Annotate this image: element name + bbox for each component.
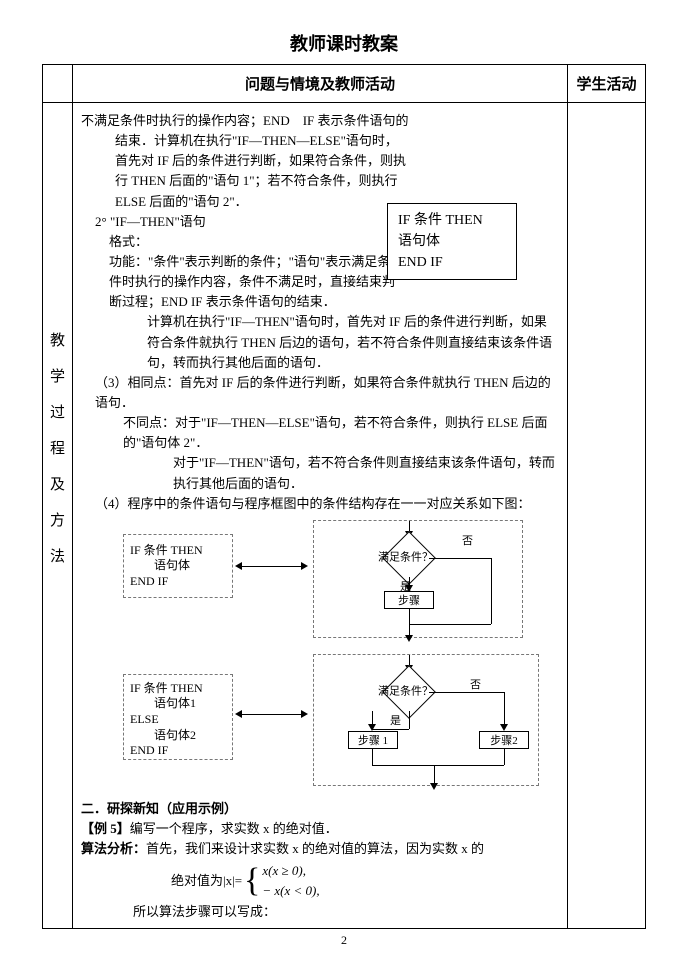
abs-label: 绝对值为|x|= <box>171 871 242 891</box>
abs-top: x(x ≥ 0), <box>262 861 319 881</box>
flow-box-1: 满足条件？ 是 否 步骤 <box>313 520 523 638</box>
algo-analysis: 算法分析：首先，我们来设计求实数 x 的绝对值的算法，因为实数 x 的 <box>81 839 559 859</box>
page-number: 2 <box>0 929 688 948</box>
box-line2: 语句体 <box>398 231 506 252</box>
code-box-2: IF 条件 THEN 语句体1 ELSE 语句体2 END IF <box>123 674 233 760</box>
document-title: 教师课时教案 <box>0 0 688 64</box>
item4-text: （4）程序中的条件语句与程序框图中的条件结构存在一一对应关系如下图： <box>95 494 559 514</box>
if-then-syntax-box: IF 条件 THEN 语句体 END IF <box>387 203 517 280</box>
diamond-2-label: 满足条件？ <box>378 683 433 700</box>
diff-head: 不同点： <box>123 415 175 430</box>
header-blank <box>43 65 73 103</box>
side-label: 教学过程及方法 <box>43 103 73 929</box>
function-label: 功能： <box>109 254 148 269</box>
c1l1: IF 条件 THEN <box>130 543 226 559</box>
c2l3: ELSE <box>130 712 226 728</box>
yes-label-2: 是 <box>390 713 401 730</box>
c2l2: 语句体1 <box>130 696 226 712</box>
c2l5: END IF <box>130 743 226 759</box>
c2l4: 语句体2 <box>130 728 226 744</box>
main-content: 不满足条件时执行的操作内容；END IF 表示条件语句的结束．计算机在执行"IF… <box>73 103 568 929</box>
header-student: 学生活动 <box>568 65 646 103</box>
diamond-1-label: 满足条件？ <box>378 549 433 566</box>
function-text-b: 计算机在执行"IF—THEN"语句时，首先对 IF 后的条件进行判断，如果符合条… <box>147 312 559 372</box>
algo-text: 首先，我们来设计求实数 x 的绝对值的算法，因为实数 x 的 <box>146 841 484 856</box>
intro-paragraph: 不满足条件时执行的操作内容；END IF 表示条件语句的结束．计算机在执行"IF… <box>115 111 559 212</box>
item3: （3）相同点：首先对 IF 后的条件进行判断，如果符合条件就执行 THEN 后边… <box>95 373 559 413</box>
section-2-title: 二．研探新知（应用示例） <box>81 799 559 819</box>
diff-b: 对于"IF—THEN"语句，若不符合条件则直接结束该条件语句，转而执行其他后面的… <box>173 453 559 493</box>
algo-head: 算法分析： <box>81 841 146 856</box>
code-box-1: IF 条件 THEN 语句体 END IF <box>123 534 233 598</box>
no-label-1: 否 <box>462 533 473 550</box>
abs-formula: 绝对值为|x|= { x(x ≥ 0), − x(x < 0), <box>171 861 559 901</box>
step1-box: 步骤 1 <box>348 731 398 749</box>
box-line1: IF 条件 THEN <box>398 210 506 231</box>
ex5-text: 编写一个程序，求实数 x 的绝对值． <box>130 821 338 836</box>
student-activity-cell <box>568 103 646 929</box>
example-5: 【例 5】编写一个程序，求实数 x 的绝对值． <box>81 819 559 839</box>
diagram-2: IF 条件 THEN 语句体1 ELSE 语句体2 END IF 满足条件？ 是 <box>81 654 559 799</box>
function-text-a: "条件"表示判断的条件；"语句"表示满足条件时执行的操作内容，条件不满足时，直接… <box>109 254 395 309</box>
c2l1: IF 条件 THEN <box>130 681 226 697</box>
diff-a: 对于"IF—THEN—ELSE"语句，若不符合条件，则执行 ELSE 后面的"语… <box>123 415 547 450</box>
abs-bot: − x(x < 0), <box>262 881 319 901</box>
c1l2: 语句体 <box>130 558 226 574</box>
c1l3: END IF <box>130 574 226 590</box>
header-questions: 问题与情境及教师活动 <box>73 65 568 103</box>
diff-block: 不同点：对于"IF—THEN—ELSE"语句，若不符合条件，则执行 ELSE 后… <box>123 413 559 453</box>
step-box: 步骤 <box>384 591 434 609</box>
lesson-table: 问题与情境及教师活动 学生活动 教学过程及方法 不满足条件时执行的操作内容；EN… <box>42 64 646 929</box>
brace-icon: { <box>244 864 260 898</box>
diagram-1: IF 条件 THEN 语句体 END IF 满足条件？ 是 否 <box>81 520 559 650</box>
flow-box-2: 满足条件？ 是 否 步骤 1 步骤2 <box>313 654 539 786</box>
ex5-head: 【例 5】 <box>81 821 130 836</box>
algo-tail: 所以算法步骤可以写成： <box>133 902 559 922</box>
step2-box: 步骤2 <box>479 731 529 749</box>
item3-head: （3）相同点： <box>95 375 180 390</box>
box-line3: END IF <box>398 252 506 273</box>
